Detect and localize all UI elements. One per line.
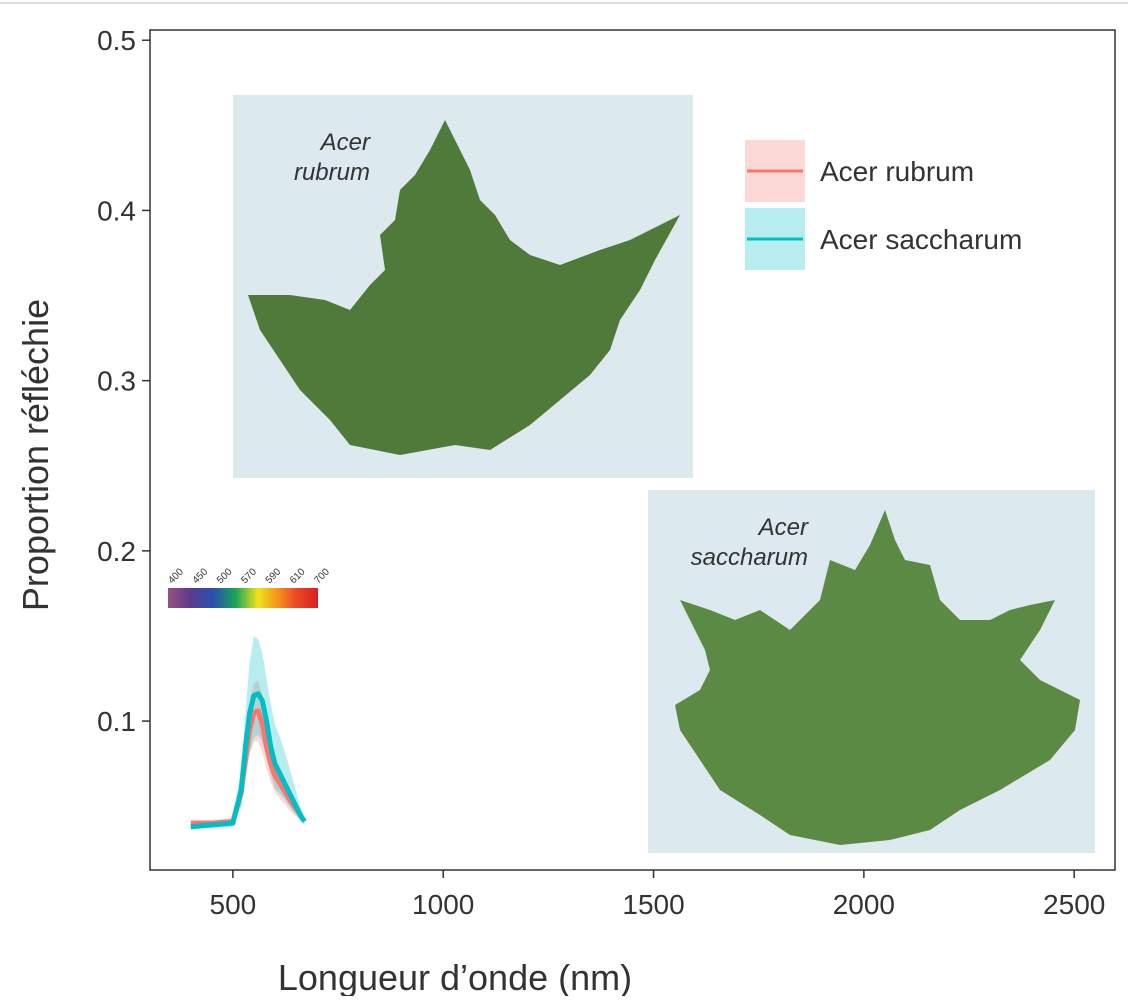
inset-label: Acer: [319, 129, 371, 156]
inset-label: saccharum: [691, 544, 808, 571]
inset-label: Acer: [757, 514, 809, 541]
colorbar-label: 570: [239, 566, 259, 586]
colorbar-label: 700: [312, 566, 332, 586]
legend-label: Acer saccharum: [820, 224, 1022, 255]
colorbar: 400 450 500 570 590 610 700: [166, 566, 332, 608]
x-tick-label: 2000: [833, 889, 895, 920]
x-tick-label: 500: [210, 889, 257, 920]
leaf-insets: [233, 95, 1095, 853]
x-tick-label: 1500: [622, 889, 684, 920]
inset-label: rubrum: [294, 159, 370, 186]
x-tick-label: 2500: [1043, 889, 1105, 920]
colorbar-label: 590: [264, 566, 284, 586]
colorbar-label: 500: [215, 566, 235, 586]
y-axis-title: Proportion réfléchie: [15, 299, 56, 611]
line: [190, 691, 307, 830]
leaf-saccharum: [675, 510, 1080, 845]
legend-label: Acer rubrum: [820, 156, 974, 187]
y-tick-label: 0.5: [97, 25, 136, 56]
y-tick-label: 0.2: [97, 536, 136, 567]
y-tick-label: 0.1: [97, 706, 136, 737]
colorbar-label: 610: [288, 566, 308, 586]
y-tick-label: 0.3: [97, 366, 136, 397]
x-axis-title: Longueur d’onde (nm): [278, 957, 632, 996]
colorbar-label: 450: [191, 566, 211, 586]
x-tick-label: 1000: [412, 889, 474, 920]
colorbar-label: 400: [166, 566, 186, 586]
y-tick-label: 0.4: [97, 195, 136, 226]
panel-border: [149, 29, 1116, 871]
leaf-rubrum: [248, 120, 680, 455]
colorbar-gradient: [168, 588, 318, 608]
